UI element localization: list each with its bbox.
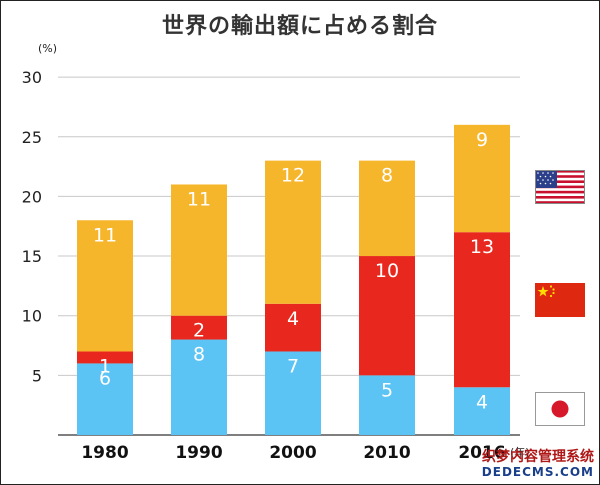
us-flag-icon [535, 170, 585, 204]
bar-segment-usa [171, 184, 227, 316]
bar-segment-japan [454, 387, 510, 435]
chart-title: 世界の輸出額に占める割合 [161, 14, 438, 39]
bar-segment-china [171, 315, 227, 340]
x-tick-label: 2016 [458, 443, 505, 463]
bar-segment-usa [77, 220, 133, 352]
data-label-usa: 11 [187, 188, 211, 210]
y-unit-label: (%) [38, 42, 57, 55]
data-label-usa: 11 [93, 224, 117, 246]
data-label-japan: 8 [193, 344, 205, 366]
bar-segment-china [359, 256, 415, 376]
watermark-line2: DEDECMS.COM [481, 464, 594, 479]
china-flag-icon [535, 283, 585, 317]
data-label-china: 2 [193, 320, 205, 342]
y-tick-label: 5 [32, 366, 42, 385]
y-tick-label: 25 [22, 128, 42, 147]
japan-flag-icon [535, 392, 585, 426]
data-label-china: 1 [99, 355, 111, 377]
bar-segment-usa [359, 160, 415, 257]
data-label-usa: 8 [381, 165, 393, 187]
data-label-china: 10 [375, 260, 399, 282]
y-tick-label: 15 [22, 247, 42, 266]
x-tick-label: 1990 [175, 443, 222, 463]
x-tick-label: 2010 [363, 443, 410, 463]
data-label-japan: 6 [99, 367, 111, 389]
data-label-japan: 4 [476, 391, 488, 413]
x-unit-label: (年) [510, 445, 530, 459]
watermark: 织梦内容管理系统 DEDECMS.COM [482, 450, 594, 479]
watermark-line1: 织梦内容管理系统 [482, 449, 594, 466]
data-label-china: 13 [470, 236, 494, 258]
bar-segment-japan [359, 375, 415, 435]
bar-segment-usa [454, 124, 510, 233]
bar-segment-china [77, 351, 133, 364]
bar-segment-usa [265, 160, 321, 304]
y-tick-label: 30 [22, 68, 42, 87]
data-label-usa: 9 [476, 129, 488, 151]
bar-segment-japan [77, 363, 133, 435]
bar-segment-japan [171, 339, 227, 435]
bar-segment-china [454, 232, 510, 388]
bar-segment-japan [265, 351, 321, 435]
data-label-china: 4 [287, 308, 299, 330]
bar-segment-china [265, 303, 321, 352]
y-tick-label: 10 [22, 307, 42, 326]
data-label-usa: 12 [281, 165, 305, 187]
data-label-japan: 7 [287, 355, 299, 377]
x-tick-label: 2000 [269, 443, 316, 463]
data-label-japan: 5 [381, 379, 393, 401]
y-tick-label: 20 [22, 187, 42, 206]
x-tick-label: 1980 [81, 443, 128, 463]
